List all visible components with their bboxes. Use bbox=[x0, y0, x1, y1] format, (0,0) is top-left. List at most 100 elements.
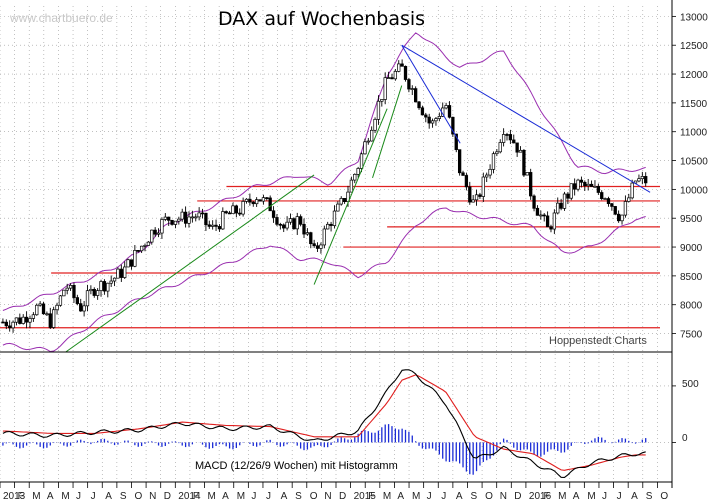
candle-body bbox=[410, 88, 414, 90]
candle-body bbox=[471, 199, 475, 203]
x-tick-label: O bbox=[310, 491, 318, 502]
candle-body bbox=[285, 221, 289, 229]
candle-body bbox=[589, 183, 594, 187]
x-tick-label: A bbox=[47, 491, 54, 502]
candle-body bbox=[156, 232, 161, 235]
candle-body bbox=[451, 116, 455, 135]
candle-body bbox=[518, 149, 523, 153]
x-tick-label: J bbox=[266, 491, 271, 502]
candle-body bbox=[322, 228, 326, 246]
candle-body bbox=[559, 202, 563, 209]
candle-body bbox=[102, 281, 107, 292]
candle-body bbox=[234, 205, 239, 214]
x-tick-label: N bbox=[500, 491, 507, 502]
candle-body bbox=[579, 179, 584, 183]
candle-body bbox=[65, 287, 69, 291]
macd-series-red bbox=[2, 374, 646, 471]
candle-body bbox=[430, 120, 435, 124]
candle-body bbox=[197, 212, 201, 218]
candle-body bbox=[52, 309, 56, 328]
candle-body bbox=[457, 149, 462, 174]
y-tick-label: 12500 bbox=[680, 41, 708, 52]
candle-body bbox=[265, 197, 269, 200]
candle-body bbox=[623, 201, 628, 216]
candle-body bbox=[153, 229, 157, 235]
candle-body bbox=[481, 176, 485, 197]
candle-body bbox=[552, 212, 557, 230]
candle-body bbox=[99, 281, 103, 291]
x-tick-label: O bbox=[134, 491, 142, 502]
candle-body bbox=[200, 212, 205, 215]
y-tick-label: 12000 bbox=[680, 70, 708, 81]
x-tick-label: F bbox=[544, 491, 550, 502]
chart-title: DAX auf Wochenbasis bbox=[218, 8, 425, 30]
x-tick-label: M bbox=[412, 491, 420, 502]
x-tick-label: J bbox=[441, 491, 446, 502]
candle-body bbox=[79, 303, 83, 312]
candle-body bbox=[326, 223, 330, 230]
candle-body bbox=[397, 63, 401, 72]
candle-body bbox=[224, 211, 228, 214]
candle-body bbox=[403, 65, 408, 80]
candle-body bbox=[525, 172, 529, 176]
candle-body bbox=[447, 105, 452, 118]
candle-body bbox=[244, 198, 249, 202]
candle-body bbox=[72, 285, 76, 298]
candle-body bbox=[89, 288, 93, 292]
x-tick-label: S bbox=[470, 491, 477, 502]
candle-body bbox=[573, 183, 577, 190]
candle-body bbox=[512, 139, 516, 144]
candle-body bbox=[180, 211, 184, 220]
x-tick-label: A bbox=[222, 491, 229, 502]
candle-body bbox=[342, 198, 347, 203]
candle-body bbox=[92, 288, 96, 296]
candle-body bbox=[271, 210, 276, 218]
candle-body bbox=[637, 178, 641, 182]
candle-body bbox=[82, 305, 86, 312]
x-tick-label: 2014 bbox=[178, 491, 201, 502]
candle-body bbox=[380, 99, 384, 102]
candle-body bbox=[454, 133, 458, 151]
y-tick-label: 7500 bbox=[680, 330, 703, 341]
candle-body bbox=[332, 210, 337, 226]
candle-body bbox=[62, 289, 66, 297]
macd-tick-0: 0 bbox=[682, 433, 688, 444]
candle-body bbox=[298, 216, 303, 225]
uptrend-line bbox=[372, 85, 403, 178]
candle-body bbox=[610, 203, 614, 207]
x-tick-label: A bbox=[397, 491, 404, 502]
candle-body bbox=[620, 214, 624, 222]
x-tick-label: M bbox=[32, 491, 40, 502]
candle-body bbox=[143, 245, 147, 247]
candle-body bbox=[295, 216, 299, 230]
candle-body bbox=[633, 180, 638, 184]
candle-body bbox=[133, 250, 137, 267]
y-tick-label: 11500 bbox=[680, 99, 708, 110]
x-tick-label: S bbox=[646, 491, 653, 502]
bollinger-bands bbox=[2, 32, 646, 353]
candle-body bbox=[221, 211, 225, 230]
candle-body bbox=[38, 303, 42, 306]
candle-body bbox=[417, 101, 421, 109]
macd-histogram bbox=[2, 424, 647, 475]
candle-body bbox=[194, 216, 198, 219]
candle-body bbox=[187, 216, 191, 224]
candle-body bbox=[393, 71, 398, 80]
candle-body bbox=[539, 214, 543, 217]
candle-body bbox=[478, 194, 482, 197]
x-tick-label: A bbox=[631, 491, 638, 502]
candle-body bbox=[48, 313, 52, 328]
candle-body bbox=[241, 201, 245, 215]
macd-series-black bbox=[2, 369, 646, 478]
price-candles bbox=[1, 59, 648, 333]
x-tick-label: O bbox=[485, 491, 493, 502]
candle-body bbox=[329, 223, 333, 226]
x-tick-label: F bbox=[193, 491, 199, 502]
downtrend-line bbox=[401, 44, 461, 144]
candle-body bbox=[315, 245, 320, 249]
x-tick-label: F bbox=[18, 491, 24, 502]
y-tick-label: 11000 bbox=[680, 128, 708, 139]
candle-body bbox=[18, 317, 22, 324]
